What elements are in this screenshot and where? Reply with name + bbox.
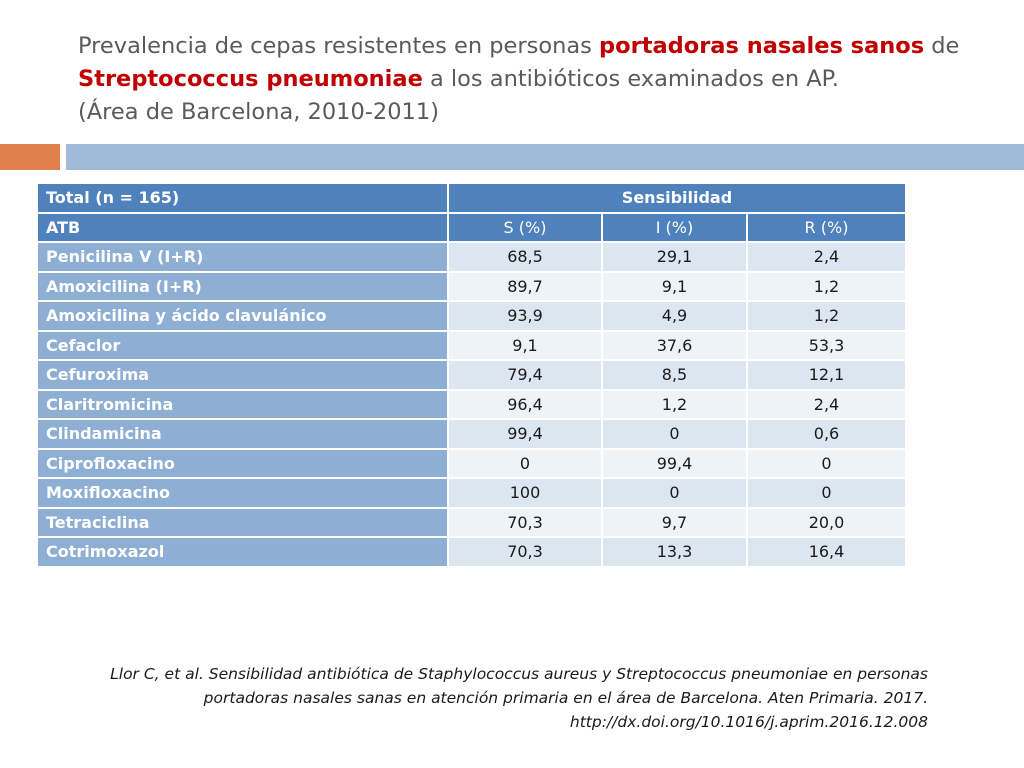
i-cell: 8,5: [601, 359, 748, 391]
r-cell: 20,0: [746, 506, 907, 538]
s-cell: 70,3: [447, 536, 603, 568]
table-row: Ciprofloxacino 0 99,4 0: [36, 447, 907, 479]
s-cell: 70,3: [447, 506, 603, 538]
sensitivity-table: Total (n = 165) Sensibilidad ATB S (%) I…: [36, 182, 907, 568]
header-i: I (%): [601, 211, 748, 243]
atb-cell: Cefaclor: [36, 329, 449, 361]
s-cell: 68,5: [447, 241, 603, 273]
s-cell: 100: [447, 477, 603, 509]
table-header-row-2: ATB S (%) I (%) R (%): [36, 211, 907, 243]
atb-cell: Tetraciclina: [36, 506, 449, 538]
i-cell: 0: [601, 477, 748, 509]
s-cell: 89,7: [447, 270, 603, 302]
header-s: S (%): [447, 211, 603, 243]
s-cell: 99,4: [447, 418, 603, 450]
table-row: Moxifloxacino 100 0 0: [36, 477, 907, 509]
reference-line-1: Llor C, et al. Sensibilidad antibiótica …: [110, 665, 928, 683]
header-sensibilidad: Sensibilidad: [447, 182, 907, 214]
reference-citation: Llor C, et al. Sensibilidad antibiótica …: [48, 662, 928, 734]
atb-cell: Amoxicilina y ácido clavulánico: [36, 300, 449, 332]
table-row: Penicilina V (I+R) 68,5 29,1 2,4: [36, 241, 907, 273]
title-text-part3: a los antibióticos examinados en AP.: [422, 66, 839, 92]
table-row: Clindamicina 99,4 0 0,6: [36, 418, 907, 450]
slide-title: Prevalencia de cepas resistentes en pers…: [78, 30, 978, 129]
table-row: Cefaclor 9,1 37,6 53,3: [36, 329, 907, 361]
table-row: Cefuroxima 79,4 8,5 12,1: [36, 359, 907, 391]
s-cell: 96,4: [447, 388, 603, 420]
r-cell: 1,2: [746, 270, 907, 302]
reference-doi-link[interactable]: http://dx.doi.org/10.1016/j.aprim.2016.1…: [569, 713, 928, 731]
title-text-part1: Prevalencia de cepas resistentes en pers…: [78, 33, 600, 59]
accent-bar-blue: [66, 144, 1024, 170]
header-atb: ATB: [36, 211, 449, 243]
atb-cell: Clindamicina: [36, 418, 449, 450]
r-cell: 16,4: [746, 536, 907, 568]
i-cell: 1,2: [601, 388, 748, 420]
table-row: Tetraciclina 70,3 9,7 20,0: [36, 506, 907, 538]
title-subtitle: (Área de Barcelona, 2010-2011): [78, 99, 439, 125]
s-cell: 79,4: [447, 359, 603, 391]
i-cell: 13,3: [601, 536, 748, 568]
r-cell: 53,3: [746, 329, 907, 361]
atb-cell: Claritromicina: [36, 388, 449, 420]
i-cell: 0: [601, 418, 748, 450]
reference-line-2: portadoras nasales sanas en atención pri…: [203, 689, 928, 707]
header-total: Total (n = 165): [36, 182, 449, 214]
i-cell: 9,1: [601, 270, 748, 302]
atb-cell: Penicilina V (I+R): [36, 241, 449, 273]
r-cell: 0: [746, 447, 907, 479]
atb-cell: Moxifloxacino: [36, 477, 449, 509]
accent-bar-orange: [0, 144, 60, 170]
r-cell: 2,4: [746, 241, 907, 273]
r-cell: 2,4: [746, 388, 907, 420]
table-row: Amoxicilina y ácido clavulánico 93,9 4,9 1,…: [36, 300, 907, 332]
r-cell: 1,2: [746, 300, 907, 332]
i-cell: 29,1: [601, 241, 748, 273]
atb-cell: Cefuroxima: [36, 359, 449, 391]
header-r: R (%): [746, 211, 907, 243]
i-cell: 99,4: [601, 447, 748, 479]
atb-cell: Ciprofloxacino: [36, 447, 449, 479]
i-cell: 4,9: [601, 300, 748, 332]
r-cell: 0: [746, 477, 907, 509]
table-header-row-1: Total (n = 165) Sensibilidad: [36, 182, 907, 214]
s-cell: 93,9: [447, 300, 603, 332]
title-highlight-portadoras: portadoras nasales sanos: [599, 33, 925, 59]
title-text-part2: de: [924, 33, 960, 59]
atb-cell: Cotrimoxazol: [36, 536, 449, 568]
atb-cell: Amoxicilina (I+R): [36, 270, 449, 302]
s-cell: 9,1: [447, 329, 603, 361]
title-highlight-organism: Streptococcus pneumoniae: [78, 66, 423, 92]
r-cell: 0,6: [746, 418, 907, 450]
i-cell: 9,7: [601, 506, 748, 538]
table-row: Cotrimoxazol 70,3 13,3 16,4: [36, 536, 907, 568]
table-row: Claritromicina 96,4 1,2 2,4: [36, 388, 907, 420]
s-cell: 0: [447, 447, 603, 479]
i-cell: 37,6: [601, 329, 748, 361]
r-cell: 12,1: [746, 359, 907, 391]
table-row: Amoxicilina (I+R) 89,7 9,1 1,2: [36, 270, 907, 302]
